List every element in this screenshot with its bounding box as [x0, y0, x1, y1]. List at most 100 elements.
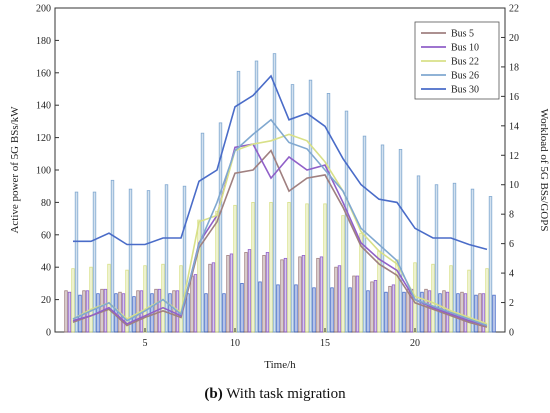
y-left-tick-label: 200 [36, 4, 51, 15]
workload-bar [470, 188, 475, 333]
workload-bar [78, 294, 82, 333]
workload-bar [64, 290, 68, 333]
workload-bar [276, 284, 280, 333]
workload-bar [143, 265, 147, 333]
workload-bar [254, 60, 259, 333]
workload-bar [424, 288, 428, 333]
workload-bar [319, 256, 324, 333]
workload-bar [146, 190, 151, 333]
x-axis-label: Time/h [264, 359, 296, 371]
workload-bar [434, 184, 439, 333]
workload-bar [420, 291, 424, 333]
legend-label: Bus 30 [451, 85, 479, 96]
y-left-tick-label: 140 [36, 101, 51, 112]
workload-bar [236, 70, 241, 333]
legend-label: Bus 10 [451, 43, 479, 54]
workload-bar [265, 252, 270, 333]
y-left-tick-label: 20 [41, 295, 51, 306]
workload-bar [326, 93, 331, 333]
bar-layer [64, 53, 496, 333]
workload-bar [211, 262, 216, 333]
y-right-tick-label: 4 [509, 269, 514, 280]
workload-bar [92, 191, 97, 333]
workload-bar [229, 253, 234, 333]
workload-bar [283, 257, 288, 333]
workload-bar [312, 287, 316, 333]
workload-bar [391, 284, 396, 333]
workload-bar [316, 257, 320, 333]
workload-bar [384, 291, 388, 333]
workload-bar [373, 280, 378, 333]
workload-bar [330, 287, 334, 333]
workload-bar [280, 259, 284, 333]
y-left-tick-label: 80 [41, 198, 51, 209]
workload-bar [449, 265, 453, 333]
workload-bar [204, 293, 208, 333]
workload-bar [416, 175, 421, 333]
line-layer [72, 74, 488, 328]
workload-bar [258, 281, 262, 333]
y-axis-right-label: Workload of 5G BSs/GOPS [538, 109, 550, 232]
y-right-tick-label: 20 [509, 33, 519, 44]
workload-bar [290, 84, 295, 333]
y-left-tick-label: 160 [36, 68, 51, 79]
workload-bar [337, 265, 342, 333]
workload-bar [398, 148, 403, 333]
legend-label: Bus 26 [451, 71, 479, 82]
workload-bar [352, 275, 356, 333]
workload-bar [344, 110, 349, 333]
y-right-tick-label: 12 [509, 151, 519, 162]
workload-bar [74, 191, 79, 333]
workload-bar [460, 291, 464, 333]
workload-bar [485, 268, 489, 333]
workload-bar [272, 53, 277, 333]
y-right-tick-label: 6 [509, 239, 514, 250]
workload-bar [233, 204, 237, 333]
power-line [72, 133, 488, 325]
workload-bar [481, 293, 486, 333]
workload-bar [427, 290, 432, 333]
axes-layer: 0 20 40 60 80 100 120 140 160 180 200 0 2 4 6 8 10 12 14 16… [36, 4, 519, 350]
legend: Bus 5 Bus 10 Bus 22 Bus 26 Bus 30 [414, 21, 500, 100]
y-left-tick-label: 180 [36, 36, 51, 47]
y-right-tick-label: 22 [509, 4, 519, 15]
workload-bar [262, 255, 266, 333]
y-left-tick-label: 100 [36, 166, 51, 177]
workload-bar [125, 269, 129, 333]
power-line [73, 74, 488, 251]
workload-bar [452, 182, 457, 333]
power-line [72, 118, 488, 327]
x-tick-label: 10 [230, 338, 240, 349]
caption-text: With task migration [222, 386, 346, 402]
workload-bar [251, 201, 255, 333]
workload-bar [164, 184, 169, 333]
workload-bar [287, 201, 291, 333]
workload-bar [67, 291, 72, 333]
y-left-tick-label: 40 [41, 263, 51, 274]
workload-bar [208, 263, 212, 333]
power-line [72, 149, 488, 328]
workload-bar [179, 265, 183, 333]
workload-bar [157, 288, 162, 333]
workload-bar [474, 294, 478, 333]
workload-bar [121, 293, 126, 333]
y-left-tick-label: 120 [36, 133, 51, 144]
workload-bar [222, 293, 226, 333]
workload-bar [370, 281, 374, 333]
workload-bar [402, 291, 406, 333]
y-left-tick-label: 0 [46, 328, 51, 339]
y-right-tick-label: 10 [509, 180, 519, 191]
legend-label: Bus 22 [451, 57, 479, 68]
workload-bar [190, 275, 194, 333]
x-tick-label: 15 [320, 338, 330, 349]
workload-bar [467, 269, 471, 333]
workload-bar [298, 256, 302, 333]
workload-bar [247, 249, 252, 333]
workload-bar [323, 203, 327, 333]
caption-letter: (b) [204, 386, 223, 402]
workload-bar [305, 203, 309, 333]
figure-caption: (b) With task migration [0, 386, 550, 403]
workload-bar [359, 232, 363, 333]
workload-bar [215, 210, 219, 333]
workload-bar [136, 290, 140, 333]
